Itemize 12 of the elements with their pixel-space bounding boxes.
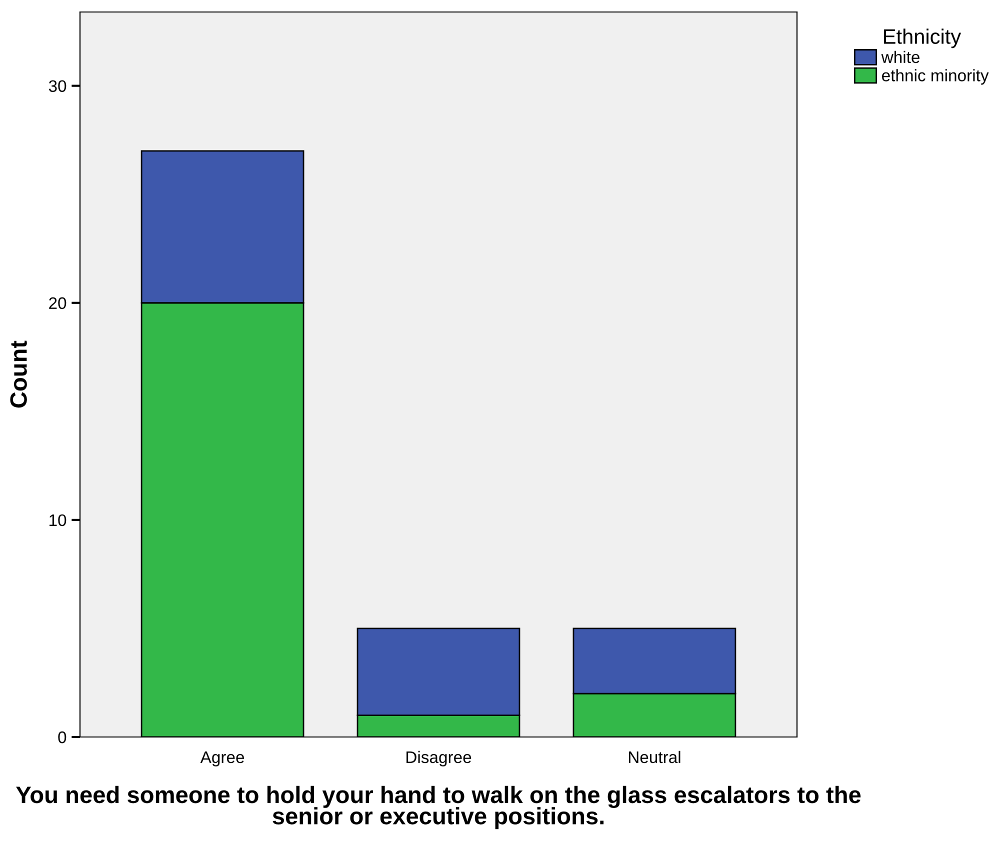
y-tick-label: 0 [58,731,66,744]
y-tick-label: 20 [49,297,66,310]
x-axis-title: You need someone to hold your hand to walk on the glass escalators to the senior or executive positions. [16,786,861,830]
x-tick-label: Neutral [628,750,680,764]
x-tick-label: Disagree [406,750,472,766]
y-tick-label: 30 [48,80,66,92]
legend-label: ethnic minority [882,69,989,85]
legend-title: Ethnicity [884,28,962,48]
x-tick-label: Agree [200,752,244,766]
legend-label: white [881,50,920,64]
y-axis-title: Count [10,340,27,408]
y-tick-label: 10 [50,514,66,526]
